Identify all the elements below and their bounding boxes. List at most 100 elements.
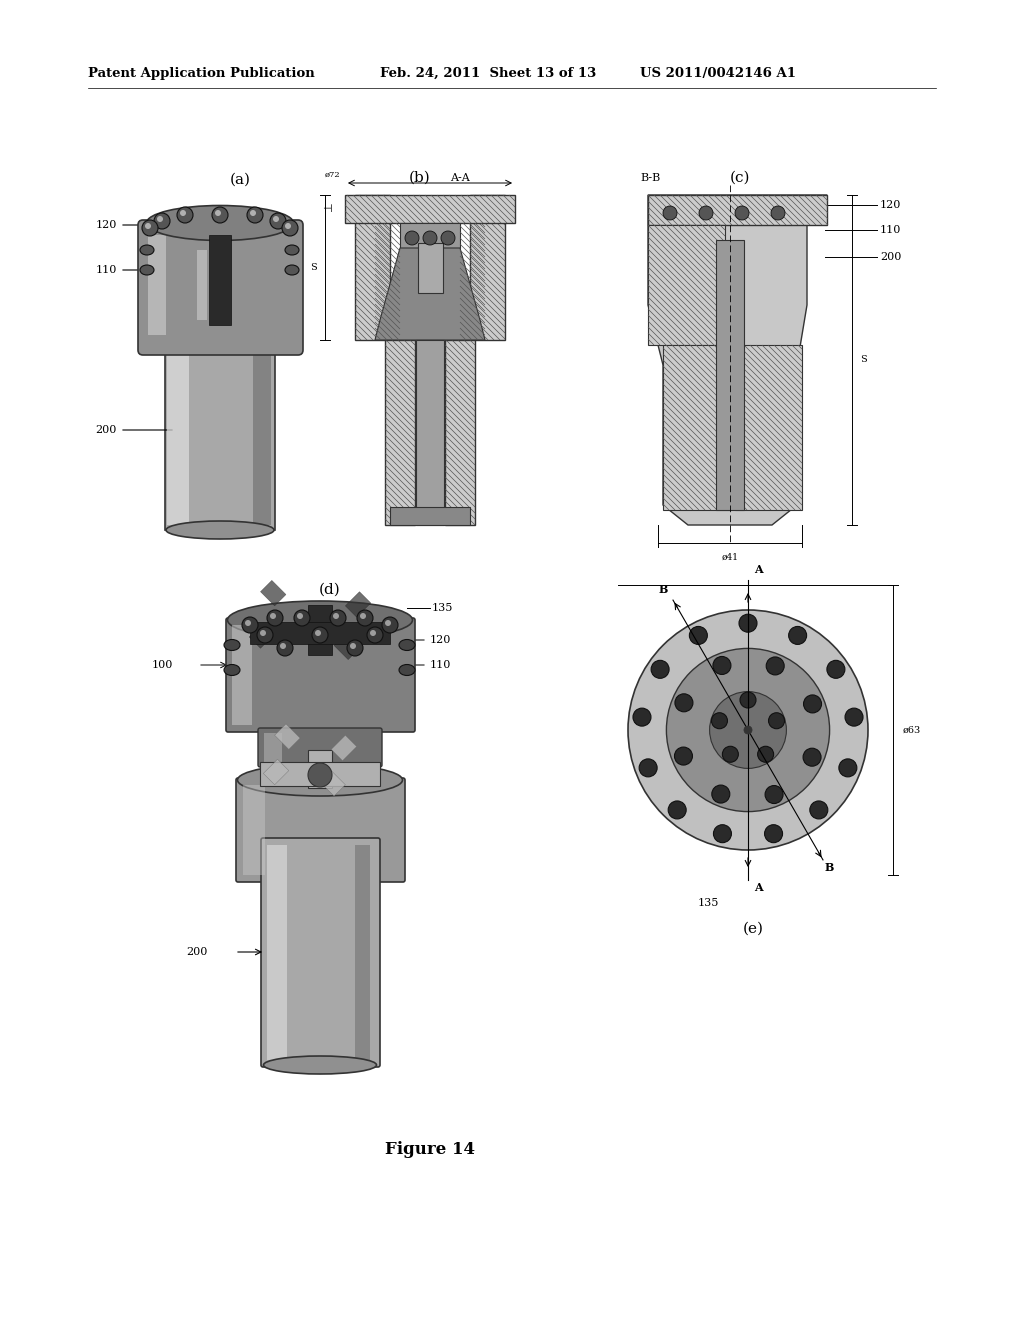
Circle shape xyxy=(689,627,708,644)
Circle shape xyxy=(312,627,328,643)
Bar xyxy=(345,591,371,618)
Text: ø41: ø41 xyxy=(722,553,738,562)
Text: 120: 120 xyxy=(430,635,452,645)
Circle shape xyxy=(242,616,258,634)
Text: 100: 100 xyxy=(152,660,173,671)
Bar xyxy=(445,341,475,525)
Circle shape xyxy=(273,216,279,222)
Circle shape xyxy=(740,692,756,708)
Circle shape xyxy=(675,747,692,766)
Bar xyxy=(243,785,265,875)
Circle shape xyxy=(667,648,829,812)
Ellipse shape xyxy=(227,601,413,639)
Text: ⊣: ⊣ xyxy=(323,205,332,214)
FancyBboxPatch shape xyxy=(253,335,271,525)
Text: S: S xyxy=(860,355,866,364)
Text: US 2011/0042146 A1: US 2011/0042146 A1 xyxy=(640,66,796,79)
FancyBboxPatch shape xyxy=(261,838,380,1067)
Bar xyxy=(260,581,286,606)
Text: B: B xyxy=(825,862,835,873)
Circle shape xyxy=(382,616,398,634)
Ellipse shape xyxy=(263,1056,377,1074)
Circle shape xyxy=(710,692,786,768)
Circle shape xyxy=(330,610,346,626)
Circle shape xyxy=(663,206,677,220)
Circle shape xyxy=(270,612,276,619)
Bar xyxy=(331,735,356,760)
Text: 120: 120 xyxy=(880,201,901,210)
Circle shape xyxy=(370,630,376,636)
Circle shape xyxy=(270,213,286,228)
Bar xyxy=(209,235,231,325)
Text: B-B: B-B xyxy=(640,173,660,183)
Ellipse shape xyxy=(399,664,415,676)
Circle shape xyxy=(367,627,383,643)
Circle shape xyxy=(145,223,151,228)
Text: (b): (b) xyxy=(410,172,431,185)
Circle shape xyxy=(758,746,774,762)
Text: ø22: ø22 xyxy=(735,351,750,359)
Ellipse shape xyxy=(238,764,402,796)
Circle shape xyxy=(357,610,373,626)
Text: S: S xyxy=(310,263,317,272)
Bar xyxy=(334,634,359,660)
Circle shape xyxy=(260,630,266,636)
Text: 120: 120 xyxy=(95,220,117,230)
Circle shape xyxy=(257,627,273,643)
Circle shape xyxy=(628,610,868,850)
Ellipse shape xyxy=(146,206,294,240)
Bar xyxy=(345,195,515,223)
FancyBboxPatch shape xyxy=(138,220,303,355)
Text: (d): (d) xyxy=(319,583,341,597)
Text: A: A xyxy=(754,564,763,576)
Text: 110: 110 xyxy=(95,265,117,275)
Circle shape xyxy=(765,825,782,842)
Circle shape xyxy=(639,759,657,777)
Text: Figure 14: Figure 14 xyxy=(385,1142,475,1159)
Circle shape xyxy=(347,640,362,656)
Circle shape xyxy=(441,231,455,246)
Circle shape xyxy=(712,785,730,803)
Ellipse shape xyxy=(140,265,154,275)
Text: B: B xyxy=(658,583,668,595)
Circle shape xyxy=(142,220,158,236)
Circle shape xyxy=(651,660,669,678)
Bar xyxy=(470,195,505,341)
Text: ø72: ø72 xyxy=(325,172,340,180)
FancyBboxPatch shape xyxy=(226,618,415,733)
Text: (a): (a) xyxy=(229,173,251,187)
Ellipse shape xyxy=(224,664,240,676)
Ellipse shape xyxy=(140,246,154,255)
Circle shape xyxy=(810,801,827,818)
Circle shape xyxy=(788,627,807,644)
Text: Feb. 24, 2011  Sheet 13 of 13: Feb. 24, 2011 Sheet 13 of 13 xyxy=(380,66,596,79)
Circle shape xyxy=(699,206,713,220)
Polygon shape xyxy=(648,195,827,224)
Ellipse shape xyxy=(166,521,274,539)
Bar xyxy=(308,750,332,788)
Circle shape xyxy=(804,694,821,713)
Circle shape xyxy=(771,206,785,220)
Bar xyxy=(355,195,390,341)
Bar xyxy=(400,223,460,248)
Bar xyxy=(260,762,380,785)
Circle shape xyxy=(267,610,283,626)
Ellipse shape xyxy=(285,246,299,255)
Text: 135: 135 xyxy=(697,898,719,908)
Circle shape xyxy=(177,207,193,223)
Circle shape xyxy=(385,620,391,626)
Polygon shape xyxy=(648,195,827,525)
Text: A-A: A-A xyxy=(450,173,470,183)
Bar xyxy=(249,623,274,648)
Circle shape xyxy=(154,213,170,228)
Circle shape xyxy=(406,231,419,246)
Circle shape xyxy=(735,206,749,220)
Circle shape xyxy=(360,612,366,619)
Text: ø63: ø63 xyxy=(903,726,922,734)
Circle shape xyxy=(713,656,731,675)
Text: 110: 110 xyxy=(880,224,901,235)
Text: A: A xyxy=(754,882,763,894)
Circle shape xyxy=(423,231,437,246)
Circle shape xyxy=(215,210,221,216)
Ellipse shape xyxy=(224,639,240,651)
